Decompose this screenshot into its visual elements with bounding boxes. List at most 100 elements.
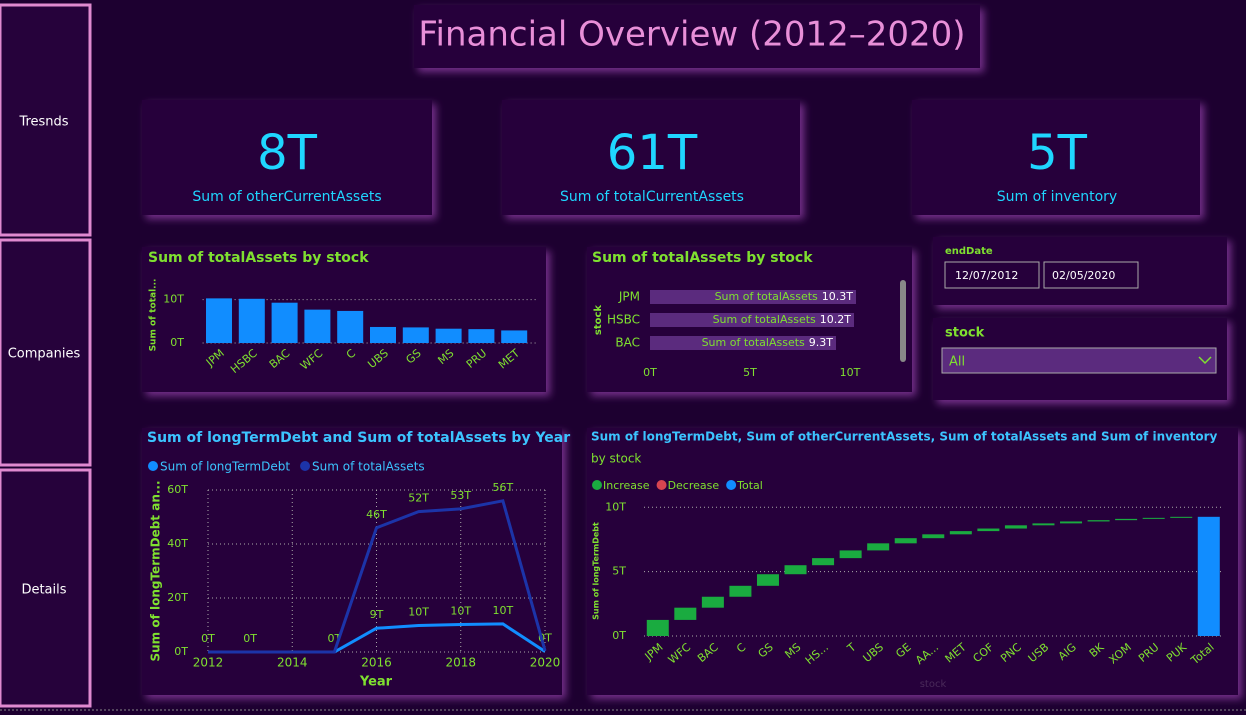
legend-marker [726,480,737,490]
data-label-series: Sum of totalAssets [715,290,818,303]
x-tick-label: 2014 [277,656,308,670]
bar [206,298,232,343]
bar [646,619,669,636]
data-label: 0T [201,632,215,645]
y-tick-label: 20T [167,591,188,604]
bar [468,329,495,343]
bar [337,310,364,343]
bar [867,543,890,551]
y-tick-label: JPM [618,290,640,304]
bar [729,585,752,597]
bar [674,607,697,620]
nav-button[interactable] [0,238,92,467]
legend-label: Sum of longTermDebt [160,460,290,474]
scrollbar [900,280,906,362]
nav-label[interactable]: Companies [8,347,81,362]
x-tick-label: 2012 [193,656,224,670]
page-title: Financial Overview (2012–2020) [418,15,965,55]
card [502,100,800,215]
card-label: Sum of totalCurrentAssets [560,189,744,205]
x-tick-label: 5T [743,366,757,379]
legend-marker [300,461,311,471]
x-tick-label: 2020 [530,656,561,670]
date-input[interactable] [1043,261,1139,289]
data-label: 9T [370,608,384,621]
bar [922,534,945,539]
legend-label: Increase [603,479,650,492]
bar [650,313,854,327]
y-tick-label: 10T [605,500,626,513]
data-label: 56T [493,481,514,494]
data-label: 53T [450,489,471,502]
x-tick-label: 2016 [361,656,392,670]
x-tick-label: 0T [643,366,657,379]
chart-title: Sum of longTermDebt, Sum of otherCurrent… [591,430,1218,444]
legend-marker [148,461,158,471]
chart-title: Sum of totalAssets by stock [592,250,813,266]
bar [1060,521,1083,524]
bar [650,290,856,304]
nav-label[interactable]: Details [21,583,66,598]
date-end[interactable]: 02/05/2020 [1052,269,1115,282]
card-value: 61T [607,125,698,181]
nav-label[interactable]: Tresnds [18,115,68,130]
bar [1142,517,1165,519]
y-axis-label: stock [593,305,604,336]
dropdown[interactable] [941,347,1217,374]
card-label: Sum of inventory [997,189,1117,205]
chart-title: Sum of longTermDebt and Sum of totalAsse… [147,430,570,446]
bar [1087,520,1110,522]
line [208,499,547,654]
x-axis-label: Year [359,675,393,690]
bar [1115,518,1138,521]
dropdown-arrow[interactable] [1198,356,1212,365]
date-start[interactable]: 12/07/2012 [955,269,1018,282]
legend-marker [592,480,602,490]
legend-marker [656,480,667,490]
bar [812,558,835,566]
slicer-panel [933,237,1227,305]
bar [435,328,462,343]
legend-label: Total [736,479,763,492]
bar [370,326,396,343]
nav-button[interactable] [0,3,92,237]
bar [402,327,429,343]
y-axis-label: Sum of longTermDebt [592,522,601,620]
data-label: 9.3T [809,336,833,349]
chart-subtitle: by stock [591,452,641,466]
card [142,100,432,215]
y-tick-label: 0T [174,645,188,658]
total-bar [1197,516,1220,636]
bar [1170,516,1193,518]
data-label-series: Sum of totalAssets [713,313,816,326]
card-value: 5T [1027,125,1088,181]
bar [949,531,972,535]
bar [701,596,724,608]
data-label-series: Sum of totalAssets [702,336,805,349]
y-tick-label: 5T [612,565,626,578]
chart-panel [587,428,1238,695]
bar [1004,525,1027,529]
bar [271,302,298,343]
data-label: 10T [450,604,471,617]
data-label: 10.3T [822,290,853,303]
bar [650,336,836,350]
y-tick-label: 0T [170,336,184,349]
data-label: 10T [493,604,514,617]
y-tick-label: 60T [167,483,188,496]
title-box [414,5,980,68]
y-tick-label: BAC [615,336,640,350]
data-label: 46T [366,508,387,521]
bar [756,574,779,586]
card-label: Sum of otherCurrentAssets [192,189,381,205]
y-tick-label: 10T [163,293,184,306]
dropdown-value[interactable]: All [949,355,965,370]
nav-button[interactable] [0,468,92,708]
bar [784,565,807,575]
date-input[interactable] [944,261,1040,289]
legend-label: Sum of totalAssets [312,460,425,474]
card-value: 8T [257,125,318,181]
data-label: 10T [408,606,429,619]
bar [501,330,528,343]
